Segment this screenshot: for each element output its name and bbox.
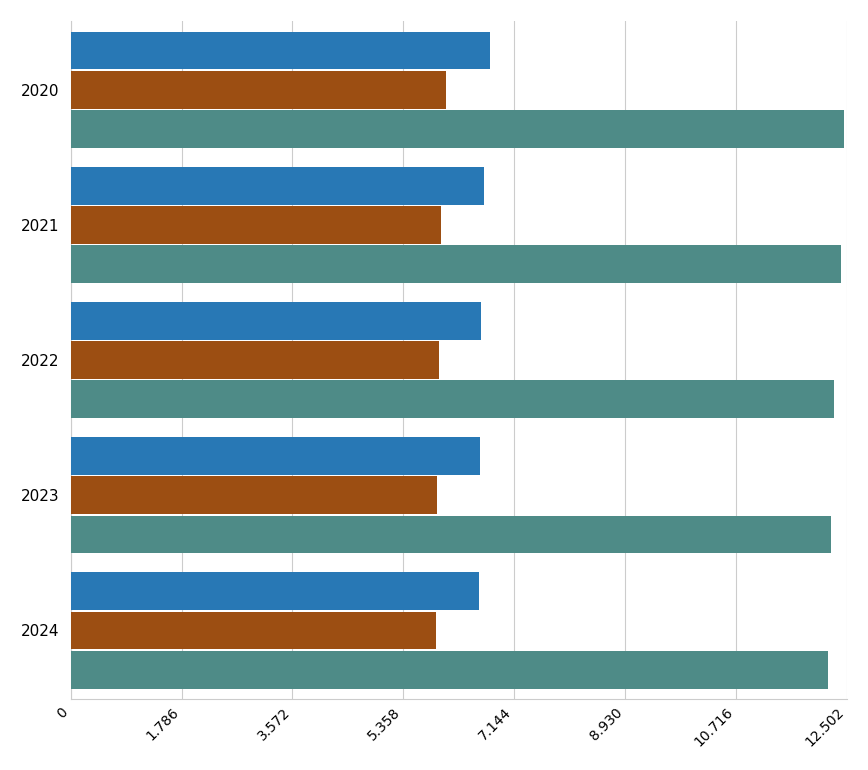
Bar	[70, 651, 828, 688]
Bar	[70, 572, 479, 610]
Bar	[70, 516, 831, 554]
Bar	[70, 110, 844, 148]
Bar	[70, 71, 446, 109]
Bar	[70, 380, 833, 418]
Bar	[70, 437, 480, 475]
Bar	[70, 167, 483, 205]
Bar	[70, 206, 441, 244]
Bar	[70, 341, 439, 379]
Bar	[70, 477, 437, 514]
Bar	[70, 611, 437, 649]
Bar	[70, 32, 490, 69]
Bar	[70, 302, 481, 340]
Bar	[70, 245, 840, 283]
